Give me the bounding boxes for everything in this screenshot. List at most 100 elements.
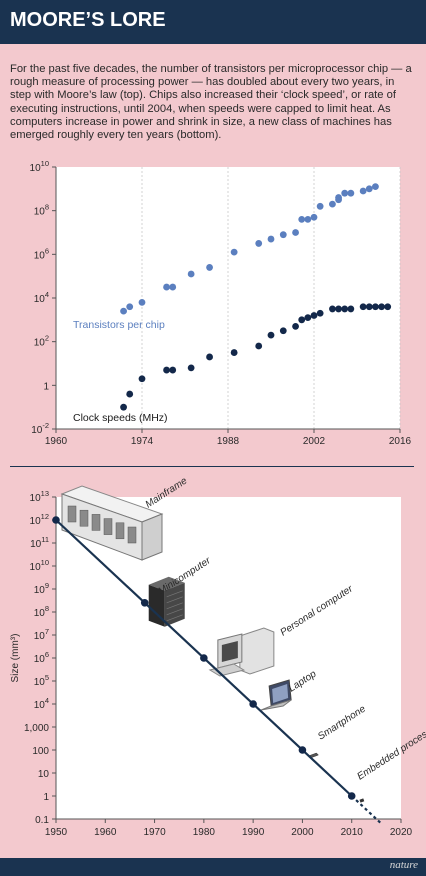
y-tick-label: 104 [34,696,49,711]
clock-speed-point [341,305,349,313]
y-tick-label: 1010 [30,558,49,573]
y-tick-label: 1 [43,792,49,803]
clock-speed-point [206,353,213,361]
clock-speed-point [310,312,318,319]
x-tick-label: 2020 [390,827,413,838]
y-tick-label: 108 [34,203,49,218]
transistor-point [187,270,195,278]
transistor-point [341,189,349,197]
transistor-point [347,189,355,197]
transistor-point [359,187,367,195]
y-tick-label: 102 [34,334,49,349]
section-divider [10,466,414,467]
transistor-point [316,202,324,210]
size-trend-extension [350,795,383,825]
clock-speed-point [292,322,299,330]
transistor-point [120,307,127,315]
x-tick-label: 1990 [242,827,265,838]
y-tick-label: 10 [38,769,50,780]
x-tick-label: 2002 [303,436,326,447]
transistor-point [163,283,170,291]
x-tick-label: 1950 [45,827,68,838]
clock-speed-point [120,403,127,411]
x-tick-label: 1974 [131,436,154,447]
transistor-point [329,200,336,208]
x-tick-label: 1970 [143,827,166,838]
transistor-point [298,216,306,223]
transistor-clock-chart: 1010 108 106 104 102 1 10-2 1960 1974 1988 2002 20… [30,159,412,447]
y-tick-label: 107 [34,627,49,642]
clock-speed-point [230,349,238,356]
transistor-point [304,216,312,223]
clock-speed-point [255,342,263,350]
transistor-point [279,231,287,239]
size-point [347,792,356,800]
y-tick-label: 0.1 [35,815,49,826]
y-tick-label: 10-2 [31,421,49,436]
clock-speed-point [138,375,146,383]
y-tick-label: 109 [34,581,49,596]
clock-speed-point [329,305,336,313]
clock-speed-point [347,305,355,313]
clock-speed-point [126,390,134,398]
embedded-processor-icon [359,798,365,803]
page-title: MOORE’S LORE [10,9,166,31]
x-tick-label: 1960 [94,827,117,838]
transistor-point [169,283,177,291]
clock-speed-point [378,303,385,311]
x-tick-label: 2016 [389,436,412,447]
transistor-point [230,248,238,256]
transistor-point [372,183,379,191]
x-tick-label: 1980 [193,827,216,838]
transistor-point [292,229,299,236]
transistor-point [267,235,275,243]
y-tick-label: 105 [34,673,49,688]
y-axis-title: Size (mm³) [10,634,21,683]
y-tick-label: 1012 [30,512,49,527]
x-tick-label: 2000 [291,827,314,838]
transistor-point [138,298,146,306]
transistor-point [335,194,342,201]
clock-speed-point [163,366,170,374]
mainframe-icon [60,485,164,561]
clock-speed-point [335,305,342,313]
clock-speed-point [187,364,195,372]
y-tick-label: 106 [34,246,49,261]
clock-speed-point [359,303,367,311]
series-label-transistors: Transistors per chip [73,319,165,331]
transistor-point [255,240,263,247]
clock-speed-point [372,303,379,311]
plot-area-top [56,167,400,429]
credit-text: nature [389,859,418,871]
x-tick-label: 2010 [341,827,364,838]
header-bar: MOORE’S LORE [0,0,426,44]
size-point [140,599,149,607]
x-tick-label: 1960 [45,436,68,447]
personal-computer-icon [208,627,275,677]
y-tick-label: 1 [43,381,49,392]
clock-speed-point [304,314,312,322]
size-point [298,746,307,754]
clock-speed-point [169,366,177,374]
y-tick-label: 106 [34,650,49,665]
size-point [249,700,257,708]
x-tick-label: 1988 [217,436,240,447]
clock-speed-point [384,303,392,311]
intro-text: For the past five decades, the number of… [10,63,412,142]
footer-bar: nature [0,858,426,876]
clock-speed-point [365,303,373,311]
series-label-clock: Clock speeds (MHz) [73,412,168,424]
clock-speed-point [267,331,275,339]
clock-speed-point [279,327,287,335]
size-point [200,654,208,662]
y-tick-label: 1,000 [24,723,49,734]
y-tick-label: 100 [32,746,49,757]
y-tick-label: 1011 [30,535,49,550]
clock-speed-point [298,316,306,324]
transistor-point [310,213,318,221]
y-tick-label: 104 [34,290,49,305]
transistor-point [126,303,134,311]
clock-speed-point [316,309,324,317]
laptop-icon [260,679,292,711]
